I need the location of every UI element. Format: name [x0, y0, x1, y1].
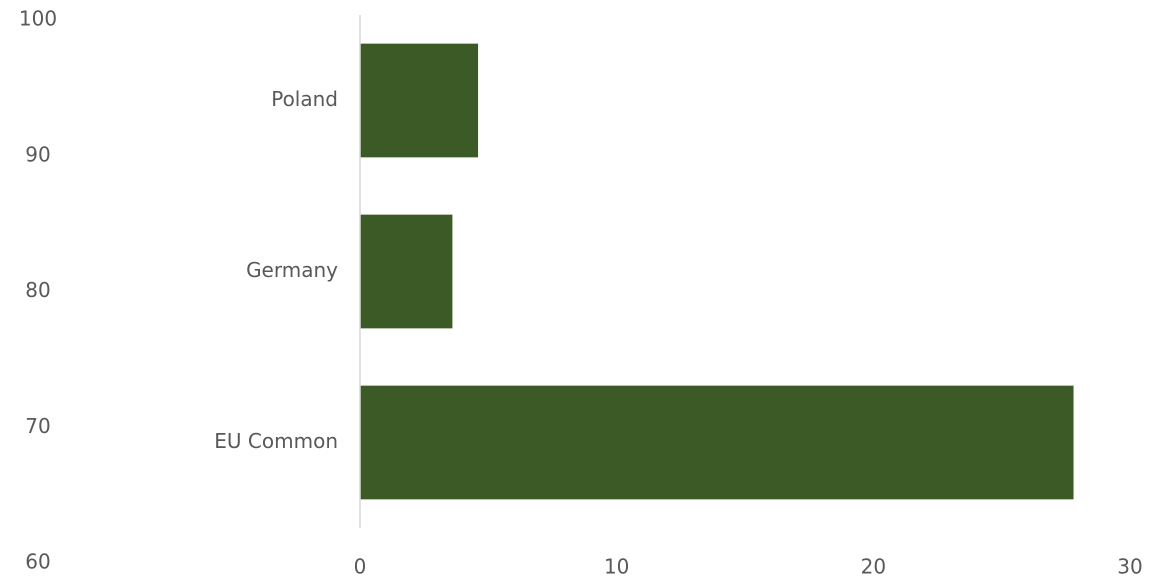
secondary-axis-tick-label: 70	[25, 414, 50, 438]
secondary-axis-tick-label: 80	[25, 278, 50, 302]
category-label: Poland	[271, 87, 338, 111]
bar-poland	[360, 43, 479, 158]
x-tick-label: 10	[604, 555, 629, 577]
x-tick-label: 20	[861, 555, 886, 577]
secondary-axis-tick-label: 90	[25, 142, 50, 166]
category-labels: EU Common Germany Poland	[214, 87, 338, 453]
secondary-axis-tick-label: 60	[25, 550, 50, 574]
category-label: EU Common	[214, 429, 338, 453]
x-tick-label: 30	[1117, 555, 1142, 577]
x-tick-label: 0	[354, 555, 367, 577]
x-axis-ticks: 0 10 20 30	[354, 555, 1143, 577]
bar-germany	[360, 214, 453, 329]
secondary-axis-tick-label: 100	[19, 7, 57, 31]
bars	[360, 43, 1074, 500]
bar-eu-common	[360, 385, 1074, 500]
secondary-axis: 60 70 80 90 100	[19, 7, 57, 574]
category-label: Germany	[246, 258, 338, 282]
